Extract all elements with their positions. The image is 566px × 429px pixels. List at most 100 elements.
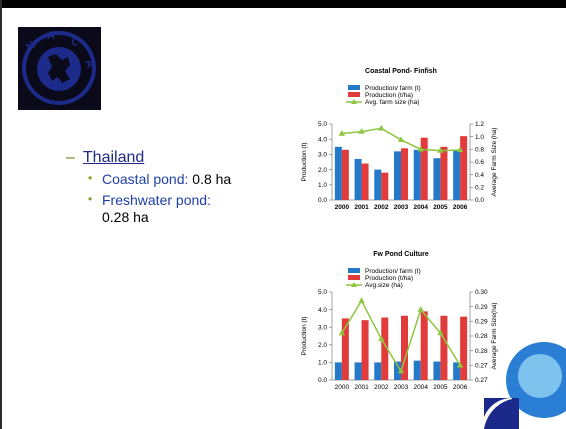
x-tick-label: 2002: [374, 204, 389, 211]
bar: [413, 149, 421, 200]
y-tick-label: 2.0: [318, 342, 327, 349]
item-label: Freshwater pond:: [102, 192, 211, 208]
legend-marker: [351, 282, 357, 287]
bar: [394, 151, 401, 200]
bar: [420, 137, 428, 200]
bar: [433, 158, 441, 200]
bullet-list: – Thailand • Coastal pond: 0.8 ha • Fresh…: [66, 149, 256, 226]
x-tick-label: 2000: [335, 384, 350, 391]
legend-swatch: [348, 268, 360, 273]
data-point: [338, 130, 346, 136]
legend-swatch: [348, 85, 360, 90]
svg-text:A: A: [82, 58, 96, 70]
left-border: [0, 0, 2, 429]
decorative-circle: [482, 342, 566, 429]
legend-label: Avg.size (ha): [365, 282, 403, 289]
y-tick-label: 2.0: [318, 167, 327, 174]
y-right-tick-label: 0.2: [475, 185, 484, 192]
data-point: [417, 145, 424, 152]
bar: [440, 146, 448, 200]
bar: [453, 149, 461, 200]
data-point: [378, 124, 385, 131]
x-tick-label: 2003: [394, 384, 409, 391]
bar: [420, 311, 428, 380]
x-tick-label: 2006: [453, 384, 468, 391]
bar: [341, 149, 349, 200]
y-right-tick-label: 1.2: [475, 121, 484, 128]
bar: [394, 361, 401, 380]
legend-label: Production (t/ha): [365, 92, 413, 99]
bar: [334, 146, 342, 200]
bar: [401, 148, 408, 200]
legend-swatch: [348, 92, 360, 97]
y-right-tick-label: 0.28: [475, 333, 488, 340]
y-right-tick-label: 0.8: [475, 147, 484, 154]
data-point: [397, 367, 405, 374]
bar: [440, 315, 448, 380]
bar: [374, 169, 382, 200]
data-point: [378, 335, 385, 342]
x-tick-label: 2005: [433, 384, 448, 391]
data-point: [456, 361, 464, 368]
data-point: [417, 306, 424, 312]
y-tick-label: 5.0: [318, 289, 327, 296]
y-right-tick-label: 0.28: [475, 348, 488, 355]
chart-title: Fw Pond Culture: [373, 251, 429, 258]
list-item: • Coastal pond: 0.8 ha: [88, 171, 232, 187]
data-point: [437, 329, 444, 336]
naca-logo: N A C A: [18, 27, 101, 110]
y-right-tick-label: 0.4: [475, 172, 484, 179]
bar: [381, 172, 389, 200]
item-label: Coastal pond:: [102, 171, 189, 187]
data-point: [358, 297, 365, 303]
bar: [433, 361, 441, 380]
legend-label: Production/ farm (t): [365, 85, 421, 92]
bar: [401, 315, 408, 380]
x-tick-label: 2005: [433, 204, 448, 211]
y-tick-label: 4.0: [318, 136, 327, 143]
x-tick-label: 2002: [374, 384, 389, 391]
bar: [354, 362, 362, 380]
y-right-tick-label: 0.6: [475, 159, 484, 166]
y-tick-label: 5.0: [318, 121, 327, 128]
y-axis-label: Production (t): [301, 142, 308, 181]
y-right-tick-label: 0.29: [475, 304, 488, 311]
y-right-tick-label: 1.0: [475, 134, 484, 141]
item-value: 0.28 ha: [102, 209, 149, 225]
svg-text:A: A: [47, 30, 55, 42]
y-tick-label: 1.0: [318, 182, 327, 189]
y-tick-label: 4.0: [318, 307, 327, 314]
bar: [381, 317, 389, 380]
country-label: Thailand: [82, 149, 145, 166]
y-tick-label: 3.0: [318, 152, 327, 159]
y-right-tick-label: 0.30: [475, 289, 488, 296]
bar: [453, 362, 461, 380]
y-tick-label: 0.0: [318, 377, 327, 384]
data-point: [358, 128, 365, 134]
x-tick-label: 2001: [354, 384, 369, 391]
chart-title: Coastal Pond- Finfish: [365, 68, 437, 75]
y-right-tick-label: 0.27: [475, 377, 488, 384]
y-right-tick-label: 0.0: [475, 197, 484, 204]
y-right-axis-label: Average Farm Size(ha): [491, 302, 498, 369]
bar: [413, 360, 421, 380]
top-border: [0, 0, 566, 8]
y-right-tick-label: 0.27: [475, 363, 488, 370]
x-tick-label: 2006: [453, 204, 468, 211]
bar: [460, 136, 468, 200]
y-tick-label: 1.0: [318, 360, 327, 367]
item-value: 0.8 ha: [192, 171, 232, 187]
data-point: [456, 146, 464, 153]
bar: [460, 316, 468, 380]
x-tick-label: 2003: [394, 204, 409, 211]
data-point: [338, 329, 346, 336]
bar: [334, 362, 342, 380]
bar: [374, 362, 382, 380]
legend-marker: [351, 99, 357, 104]
x-tick-label: 2004: [413, 384, 428, 391]
legend-label: Production (t/ha): [365, 275, 413, 282]
x-tick-label: 2000: [335, 204, 350, 211]
bar: [354, 158, 362, 200]
